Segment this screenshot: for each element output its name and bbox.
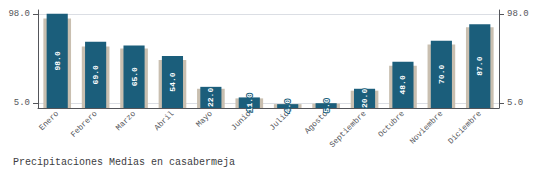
svg-text:Marzo: Marzo bbox=[114, 109, 137, 132]
svg-text:20.0: 20.0 bbox=[360, 89, 369, 108]
svg-text:5.0: 5.0 bbox=[322, 98, 331, 113]
svg-text:22.0: 22.0 bbox=[206, 88, 215, 107]
svg-text:11.0: 11.0 bbox=[245, 93, 254, 112]
svg-text:Mayo: Mayo bbox=[194, 109, 214, 129]
svg-text:Julio: Julio bbox=[267, 108, 291, 133]
svg-text:Septiembre: Septiembre bbox=[327, 109, 367, 149]
svg-text:54.0: 54.0 bbox=[168, 72, 177, 91]
svg-text:98.0: 98.0 bbox=[507, 9, 529, 19]
svg-text:Agosto: Agosto bbox=[302, 108, 330, 136]
svg-text:Noviembre: Noviembre bbox=[408, 109, 445, 146]
svg-text:98.0: 98.0 bbox=[53, 51, 62, 70]
svg-text:5.0: 5.0 bbox=[14, 98, 30, 108]
svg-text:70.0: 70.0 bbox=[437, 65, 446, 84]
svg-text:Abril: Abril bbox=[152, 109, 175, 132]
svg-text:65.0: 65.0 bbox=[130, 67, 139, 86]
svg-text:Diciembre: Diciembre bbox=[446, 109, 483, 146]
svg-text:Febrero: Febrero bbox=[69, 109, 99, 139]
svg-text:4.0: 4.0 bbox=[283, 99, 292, 114]
svg-text:Enero: Enero bbox=[37, 109, 60, 132]
svg-text:98.0: 98.0 bbox=[8, 9, 30, 19]
svg-text:69.0: 69.0 bbox=[91, 65, 100, 84]
svg-text:Octubre: Octubre bbox=[376, 109, 406, 139]
svg-text:87.0: 87.0 bbox=[475, 56, 484, 75]
svg-text:48.0: 48.0 bbox=[398, 75, 407, 94]
svg-text:Junio: Junio bbox=[229, 108, 253, 133]
svg-text:5.0: 5.0 bbox=[507, 98, 523, 108]
svg-text:Precipitaciones Medias en casa: Precipitaciones Medias en casabermeja bbox=[13, 157, 235, 168]
